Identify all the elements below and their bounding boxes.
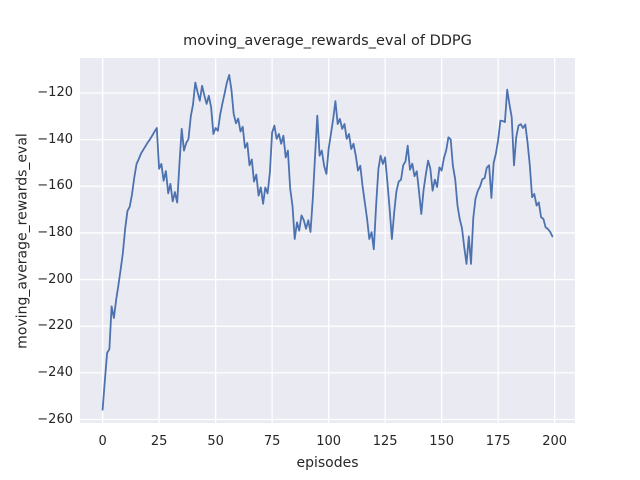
y-tick-label: −200 xyxy=(37,271,73,287)
x-tick-label: 75 xyxy=(263,434,281,449)
chart-title: moving_average_rewards_eval of DDPG xyxy=(183,33,472,49)
y-tick-label: −220 xyxy=(37,318,73,334)
x-tick-label: 175 xyxy=(485,434,511,449)
x-tick-label: 150 xyxy=(429,434,455,449)
x-tick-label: 50 xyxy=(207,434,224,449)
axes-background xyxy=(80,58,575,423)
x-tick-label: 125 xyxy=(372,434,398,449)
reward-line xyxy=(101,74,554,411)
x-tick-label: 0 xyxy=(98,434,107,449)
x-tick-label: 200 xyxy=(542,434,568,449)
x-axis-label: episodes xyxy=(296,455,359,471)
y-tick-label: −160 xyxy=(37,178,73,194)
x-tick-label: 25 xyxy=(150,434,168,449)
y-tick-label: −260 xyxy=(37,411,73,427)
x-tick-label: 100 xyxy=(316,434,342,449)
y-tick-label: −180 xyxy=(37,224,73,240)
y-tick-label: −140 xyxy=(37,131,73,147)
y-tick-label: −240 xyxy=(37,364,73,380)
y-tick-label: −120 xyxy=(37,84,73,100)
